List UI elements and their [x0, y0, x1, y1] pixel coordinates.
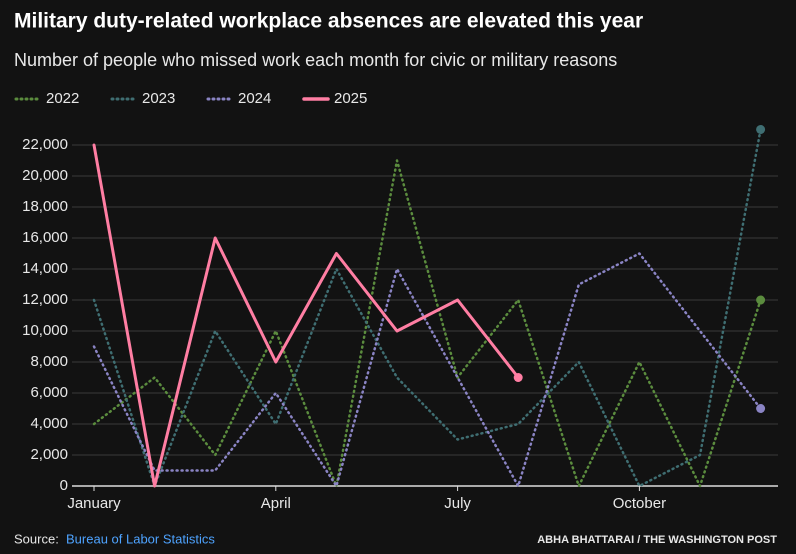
y-tick-label: 20,000	[22, 167, 68, 184]
end-point	[756, 404, 766, 413]
chart-title: Military duty-related workplace absences…	[14, 10, 643, 33]
x-tick-label: July	[444, 495, 471, 512]
legend-label: 2024	[238, 90, 271, 107]
x-tick-label: January	[67, 495, 121, 512]
y-tick-label: 16,000	[22, 229, 68, 246]
end-point	[513, 373, 523, 382]
y-tick-label: 0	[60, 477, 68, 494]
legend-label: 2022	[46, 90, 79, 107]
source-text[interactable]: Bureau of Labor Statistics	[66, 531, 215, 546]
y-tick-label: 14,000	[22, 260, 68, 277]
source-label: Source:	[14, 531, 59, 546]
x-tick-label: April	[261, 495, 291, 512]
line-2025	[92, 143, 520, 488]
y-tick-label: 18,000	[22, 198, 68, 215]
end-point	[756, 295, 766, 305]
end-point	[756, 125, 766, 134]
legend-label: 2025	[334, 90, 367, 107]
credit: ABHA BHATTARAI / THE WASHINGTON POST	[537, 534, 777, 546]
y-tick-label: 6,000	[30, 384, 68, 401]
line-2022	[92, 159, 762, 488]
line-2024	[92, 252, 762, 488]
y-tick-label: 12,000	[22, 291, 68, 308]
chart-subtitle: Number of people who missed work each mo…	[14, 50, 617, 70]
legend: 2022 2023 2024 2025	[14, 90, 367, 107]
y-tick-label: 4,000	[30, 415, 68, 432]
line-2023	[92, 128, 762, 488]
y-tick-label: 2,000	[30, 446, 68, 463]
source-link[interactable]: Bureau of Labor Statistics	[66, 531, 215, 546]
y-tick-label: 22,000	[22, 136, 68, 153]
legend-label: 2023	[142, 90, 175, 107]
y-tick-label: 10,000	[22, 322, 68, 339]
y-tick-label: 8,000	[30, 353, 68, 370]
x-tick-label: October	[613, 495, 666, 512]
